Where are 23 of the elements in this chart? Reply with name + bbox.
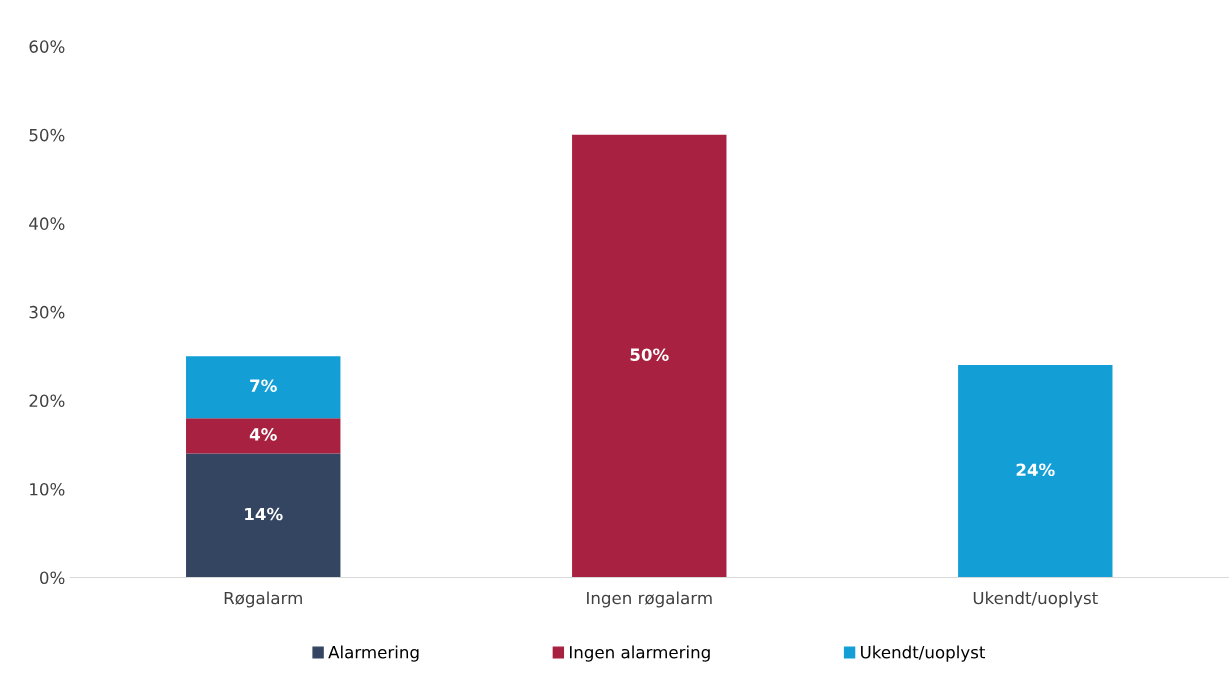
legend-label: Alarmering [328, 645, 419, 662]
x-tick-label: Ukendt/uoplyst [973, 591, 1098, 608]
legend-label: Ukendt/uoplyst [861, 645, 986, 662]
bar [186, 453, 341, 578]
y-tick-label: 30% [29, 305, 65, 319]
bar [186, 356, 341, 419]
y-tick-label: 10% [30, 482, 65, 496]
y-tick-label: 0% [40, 571, 65, 585]
bar [186, 418, 341, 454]
y-tick-label: 20% [29, 394, 65, 407]
data-label: 4% [249, 428, 277, 441]
bar [572, 134, 727, 578]
legend-label: Ingen alarmering [569, 645, 710, 662]
data-label: 24% [1016, 463, 1055, 477]
y-tick-label: 40% [29, 217, 65, 230]
x-tick-label: Røgalarm [224, 591, 302, 608]
bar [958, 365, 1113, 578]
y-tick-label: 60% [29, 40, 65, 53]
x-tick-label: Ingen røgalarm [587, 591, 712, 608]
y-tick-label: 50% [29, 128, 65, 142]
data-label: 7% [250, 379, 277, 392]
data-label: 50% [630, 348, 669, 361]
data-label: 14% [245, 507, 283, 521]
